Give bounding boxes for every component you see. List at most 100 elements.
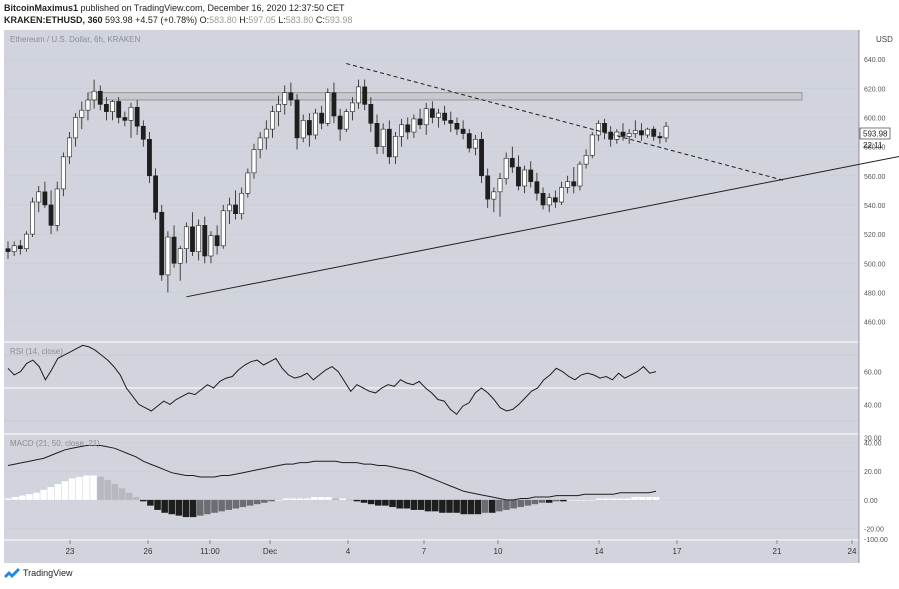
macd-histogram-bar (239, 499, 247, 508)
candle-up (165, 236, 171, 276)
tradingview-logo-icon (4, 568, 20, 578)
candle-up (36, 191, 42, 203)
close-value: 593.98 (324, 15, 353, 25)
macd-histogram-bar (631, 497, 638, 500)
candle-up (663, 125, 669, 139)
macd-histogram-bar (496, 499, 503, 512)
candle-down (448, 120, 454, 124)
candle-up (73, 117, 79, 139)
macd-histogram-bar (26, 494, 33, 500)
macd-histogram-bar (360, 499, 368, 503)
macd-histogram-bar (389, 499, 396, 508)
macd-tick-label: 20.00 (864, 469, 882, 476)
macd-histogram-bar (652, 497, 660, 500)
candle-down (122, 117, 128, 121)
candle-down (620, 131, 626, 137)
high-label: H: (239, 15, 249, 25)
macd-histogram-bar (367, 499, 375, 505)
candle-up (565, 181, 571, 188)
rsi-pane-title: RSI (14, close) (10, 347, 63, 356)
candle-up (85, 99, 91, 111)
tradingview-footer[interactable]: TradingView (4, 568, 73, 578)
descending-trendline[interactable] (346, 63, 784, 181)
candle-down (233, 204, 238, 215)
macd-histogram-bar (545, 499, 553, 503)
macd-histogram-bar (268, 499, 275, 502)
candle-down (147, 139, 152, 177)
candle-down (417, 118, 423, 126)
macd-histogram-bar (474, 499, 482, 515)
last-price-tag-box (859, 127, 891, 140)
macd-histogram-bar (118, 488, 126, 500)
price-axis: 460.00 480.00 500.00 520.00 540.00 560.00 580.… (864, 57, 886, 326)
author-name[interactable]: BitcoinMaximus1 (4, 3, 79, 13)
macd-histogram-bar (617, 498, 624, 500)
time-axis[interactable]: 23 26 11:00 Dec 4 7 10 14 17 21 24 (66, 540, 857, 556)
candle-down (429, 108, 435, 118)
candle-up (270, 111, 275, 130)
macd-histogram-bar (47, 487, 55, 500)
candle-down (540, 192, 546, 206)
candle-down (405, 124, 411, 133)
candle-up (626, 133, 632, 137)
macd-histogram-bar (18, 495, 26, 500)
candle-down (639, 130, 644, 136)
candle-up (257, 137, 263, 150)
ascending-trendline[interactable] (186, 152, 899, 298)
macd-histogram-bar (154, 499, 161, 510)
chart-header: BitcoinMaximus1 published on TradingView… (4, 2, 352, 26)
macd-histogram-bar (318, 497, 325, 500)
macd-histogram-bar (510, 499, 517, 509)
candle-up (245, 172, 251, 194)
close-label: C: (315, 15, 325, 25)
macd-histogram-bar (140, 499, 147, 502)
macd-histogram-bar (97, 476, 104, 500)
candle-up (276, 104, 281, 112)
macd-histogram-bar (424, 499, 432, 512)
macd-histogram-bar (581, 499, 589, 501)
macd-histogram-bar (310, 497, 318, 500)
candle-up (54, 188, 60, 226)
macd-histogram-bar (246, 499, 254, 506)
macd-histogram-bar (75, 476, 83, 500)
time-tick-label: 4 (346, 547, 351, 556)
candle-up (559, 187, 564, 203)
macd-histogram-bar (282, 498, 289, 500)
candle-up (263, 128, 269, 139)
candle-down (608, 131, 614, 140)
open-label: O: (199, 15, 210, 25)
macd-histogram-bar (4, 498, 12, 500)
macd-histogram-bar (68, 478, 76, 500)
candle-up (595, 123, 601, 136)
macd-tick-label: 40.00 (864, 441, 882, 448)
price-tick-label: 560.00 (864, 174, 886, 181)
candle-down (17, 245, 23, 249)
macd-histogram-bar (182, 499, 190, 518)
macd-histogram-bar (261, 499, 268, 503)
candle-down (319, 112, 325, 124)
chart-canvas[interactable]: 460.00480.00500.00520.00540.00560.00580.… (0, 30, 899, 563)
macd-histogram-bar (446, 499, 453, 513)
macd-histogram-bar (90, 475, 97, 500)
candle-up (399, 124, 404, 137)
candle-down (460, 128, 466, 134)
macd-histogram-bar (104, 479, 111, 500)
symbol-label: KRAKEN:ETHUSD, 360 (4, 15, 103, 25)
candle-down (516, 166, 521, 187)
candle-up (546, 197, 552, 206)
macd-histogram-bar (54, 484, 62, 500)
price-tick-label: 540.00 (864, 203, 886, 210)
candle-down (534, 181, 540, 194)
macd-histogram-bar (431, 499, 439, 512)
candle-up (577, 163, 583, 187)
last-price: 593.98 (105, 15, 133, 25)
macd-tick-label: -20.00 (864, 527, 884, 534)
macd-histogram-bar (303, 498, 311, 500)
publish-line: BitcoinMaximus1 published on TradingView… (4, 2, 352, 14)
candle-down (368, 104, 374, 124)
candle-up (79, 109, 85, 118)
time-tick-label: 21 (773, 547, 782, 556)
candle-down (159, 211, 165, 276)
macd-histogram-bar (524, 499, 532, 506)
countdown-text: 22:11 (863, 141, 883, 150)
